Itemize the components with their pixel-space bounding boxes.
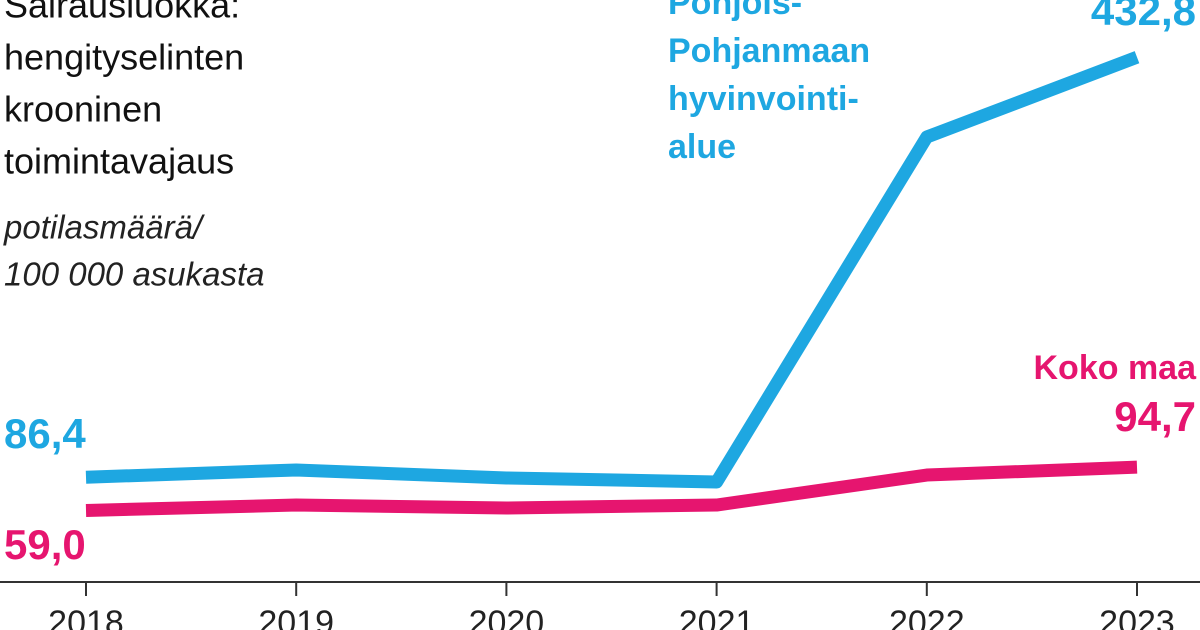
x-tick-label: 2021 bbox=[679, 604, 755, 630]
x-tick-label: 2019 bbox=[258, 604, 334, 630]
chart-subtitle: potilasmäärä/ bbox=[3, 209, 205, 246]
x-tick-label: 2018 bbox=[48, 604, 124, 630]
value-label: 94,7 bbox=[1114, 393, 1196, 440]
chart-title: toimintavajaus bbox=[4, 141, 234, 182]
value-label: 59,0 bbox=[4, 521, 86, 568]
chart-title: krooninen bbox=[4, 89, 162, 130]
data-line bbox=[85, 51, 1140, 489]
legend-label: Pohjanmaan bbox=[668, 32, 870, 70]
value-label: 86,4 bbox=[4, 410, 86, 457]
x-tick-label: 2023 bbox=[1099, 604, 1175, 630]
chart-subtitle: 100 000 asukasta bbox=[4, 256, 265, 293]
data-line bbox=[85, 460, 1138, 517]
legend-label: Pohjois- bbox=[668, 0, 802, 22]
x-tick-label: 2022 bbox=[889, 604, 965, 630]
chart-title: hengityselinten bbox=[4, 37, 244, 78]
legend-label: Koko maa bbox=[1034, 349, 1198, 387]
x-tick-label: 2020 bbox=[469, 604, 545, 630]
legend-label: hyvinvointi- bbox=[668, 80, 859, 118]
value-label: 432,8 bbox=[1091, 0, 1196, 34]
chart-title: Sairausluokka: bbox=[4, 0, 240, 26]
legend-label: alue bbox=[668, 128, 736, 166]
